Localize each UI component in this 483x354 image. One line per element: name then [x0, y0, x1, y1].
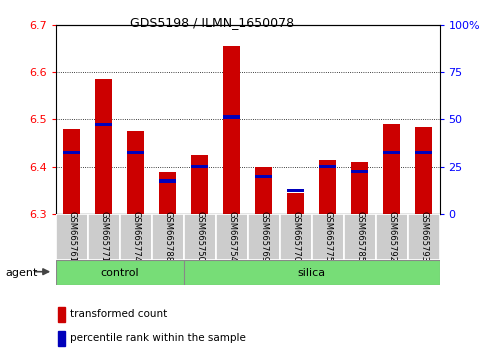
Text: silica: silica — [298, 268, 326, 278]
Text: GSM665793: GSM665793 — [419, 211, 428, 262]
FancyBboxPatch shape — [408, 214, 440, 260]
Bar — [191, 155, 208, 214]
Bar — [95, 122, 113, 126]
Bar — [319, 160, 336, 214]
FancyBboxPatch shape — [376, 214, 408, 260]
FancyBboxPatch shape — [56, 260, 440, 285]
Bar — [351, 162, 369, 214]
Bar — [57, 307, 65, 322]
Bar — [255, 167, 272, 214]
Bar — [127, 151, 144, 154]
Text: GSM665788: GSM665788 — [163, 211, 172, 262]
Text: GDS5198 / ILMN_1650078: GDS5198 / ILMN_1650078 — [130, 16, 295, 29]
Text: transformed count: transformed count — [70, 309, 167, 319]
Bar — [57, 331, 65, 346]
Text: GSM665750: GSM665750 — [195, 211, 204, 262]
Bar — [159, 172, 176, 214]
Bar — [223, 46, 241, 214]
Bar — [127, 131, 144, 214]
Text: GSM665770: GSM665770 — [291, 211, 300, 262]
Bar — [63, 129, 80, 214]
Bar — [415, 127, 432, 214]
FancyBboxPatch shape — [343, 214, 376, 260]
Text: GSM665771: GSM665771 — [99, 211, 108, 262]
FancyBboxPatch shape — [248, 214, 280, 260]
Bar — [351, 170, 369, 173]
Bar — [159, 179, 176, 183]
Bar — [383, 151, 400, 154]
Bar — [415, 151, 432, 154]
FancyBboxPatch shape — [120, 214, 152, 260]
Bar — [383, 124, 400, 214]
Text: GSM665761: GSM665761 — [67, 211, 76, 262]
FancyBboxPatch shape — [152, 214, 184, 260]
Text: control: control — [100, 268, 139, 278]
FancyBboxPatch shape — [184, 214, 215, 260]
Text: GSM665775: GSM665775 — [323, 211, 332, 262]
FancyBboxPatch shape — [280, 214, 312, 260]
Bar — [255, 175, 272, 178]
Bar — [319, 165, 336, 169]
Text: GSM665785: GSM665785 — [355, 211, 364, 262]
Text: GSM665754: GSM665754 — [227, 211, 236, 262]
FancyBboxPatch shape — [312, 214, 343, 260]
FancyBboxPatch shape — [215, 214, 248, 260]
Bar — [223, 115, 241, 119]
Text: GSM665792: GSM665792 — [387, 211, 396, 262]
Text: GSM665774: GSM665774 — [131, 211, 140, 262]
Bar — [287, 193, 304, 214]
Bar — [191, 165, 208, 169]
Bar — [95, 79, 113, 214]
FancyBboxPatch shape — [87, 214, 120, 260]
Text: percentile rank within the sample: percentile rank within the sample — [70, 333, 245, 343]
Text: agent: agent — [6, 268, 38, 278]
Bar — [63, 151, 80, 154]
FancyBboxPatch shape — [56, 214, 87, 260]
Bar — [287, 189, 304, 192]
Text: GSM665769: GSM665769 — [259, 211, 268, 262]
